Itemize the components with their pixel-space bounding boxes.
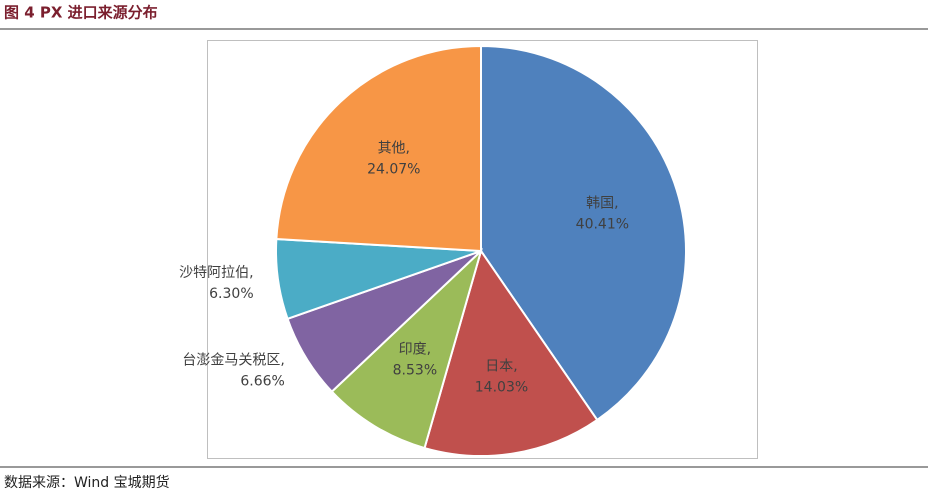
slice-category: 韩国, xyxy=(586,195,618,211)
slice-category: 印度, xyxy=(399,342,431,358)
slice-value: 6.66% xyxy=(240,373,284,389)
chart-title: 图 4 PX 进口来源分布 xyxy=(4,4,158,22)
pie-slice xyxy=(480,44,687,422)
source: 数据来源：Wind 宝城期货 xyxy=(4,474,170,491)
slice-value: 14.03% xyxy=(475,379,528,395)
pie-slice xyxy=(330,247,483,450)
slice-category: 其他, xyxy=(378,141,410,157)
slice-category: 沙特阿拉伯, xyxy=(179,265,253,281)
pie-slice xyxy=(275,44,482,253)
slice-category: 日本, xyxy=(485,358,517,374)
slice-value: 8.53% xyxy=(393,363,437,379)
slice-category: 台澎金马关税区, xyxy=(182,352,284,368)
slice-value: 40.41% xyxy=(576,216,629,232)
slice-value: 24.07% xyxy=(367,162,420,178)
plot-frame xyxy=(207,40,758,459)
pie-slice xyxy=(423,248,599,457)
slice-value: 6.30% xyxy=(209,286,253,302)
